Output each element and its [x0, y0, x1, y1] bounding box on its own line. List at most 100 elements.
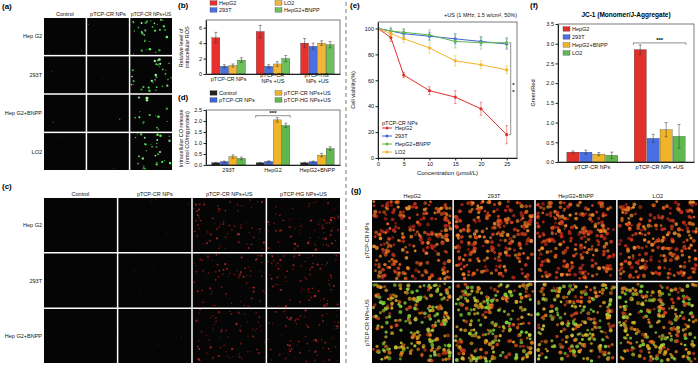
error-line [329, 146, 332, 147]
data-point [479, 107, 482, 110]
texture [275, 265, 277, 267]
texture [334, 322, 335, 323]
texture [630, 265, 634, 269]
marks [212, 118, 334, 165]
texture [338, 207, 339, 208]
error-bar [320, 41, 323, 46]
data-line [378, 28, 507, 42]
texture [143, 166, 144, 167]
texture [578, 270, 581, 273]
texture [193, 208, 194, 209]
texture [688, 234, 691, 237]
texture [168, 140, 171, 143]
tick-mark [556, 103, 559, 104]
texture [583, 235, 586, 238]
texture [330, 218, 332, 220]
texture [220, 209, 222, 211]
texture [181, 336, 182, 337]
error-line [320, 40, 323, 41]
texture [156, 127, 158, 129]
tick-mark [556, 162, 559, 163]
texture [230, 313, 232, 315]
tick-label: 1.5 [546, 100, 554, 106]
micrograph [44, 309, 117, 363]
texture [554, 254, 557, 257]
texture [73, 331, 74, 332]
texture [306, 324, 308, 326]
texture [197, 290, 199, 292]
column-label: Control [56, 11, 74, 17]
texture [247, 335, 248, 336]
texture [249, 275, 251, 277]
texture [225, 210, 226, 211]
texture [308, 205, 310, 207]
texture [219, 337, 220, 338]
texture [277, 284, 278, 285]
error-line [330, 42, 331, 48]
error-line [260, 162, 261, 164]
texture [144, 41, 145, 42]
texture [132, 258, 134, 260]
texture [138, 27, 140, 29]
micrograph [536, 200, 616, 281]
texture [207, 272, 209, 274]
legend-swatch [563, 51, 570, 56]
tick-label: 0.0 [194, 162, 202, 168]
texture [197, 224, 199, 226]
error-line [267, 162, 270, 163]
bar [301, 43, 309, 74]
texture [146, 97, 149, 100]
micrograph [130, 18, 172, 55]
texture [418, 262, 422, 266]
texture [407, 205, 411, 209]
texture [167, 78, 169, 80]
texture [210, 317, 211, 318]
axis: pTCP-CR NPspTCP-CR NPs +USpTCP-HG NPs +U… [207, 72, 341, 84]
texture [377, 275, 381, 279]
texture [584, 212, 587, 215]
texture [222, 274, 223, 275]
texture [551, 238, 554, 241]
texture [263, 242, 265, 244]
texture [88, 24, 89, 25]
texture [540, 269, 543, 272]
texture [380, 243, 383, 246]
micrograph [454, 200, 534, 281]
texture [216, 237, 218, 239]
texture [280, 289, 281, 290]
error-line [666, 123, 667, 137]
texture [442, 266, 446, 270]
texture [607, 208, 610, 211]
texture [323, 298, 325, 300]
micrograph-background [372, 200, 452, 281]
texture [338, 217, 340, 219]
texture [214, 223, 215, 224]
texture [134, 117, 136, 119]
error-line [480, 49, 483, 50]
axis-title: Relative level of intracellular ROS [178, 26, 190, 68]
texture [379, 255, 382, 258]
tick-label: 3.0 [546, 41, 554, 47]
legend-item: HepG2+BNPP [275, 7, 320, 13]
error-line [277, 118, 278, 122]
legend-swatch [382, 136, 392, 137]
texture [289, 318, 291, 320]
error-bar [320, 153, 323, 157]
texture [402, 210, 405, 213]
error-bar [240, 157, 243, 160]
texture [444, 228, 448, 232]
y-tick: 60 [368, 78, 378, 84]
legend-label: Control [219, 90, 237, 96]
y-tick: 2.5 [194, 107, 206, 113]
texture [261, 262, 262, 263]
texture [275, 311, 277, 313]
texture [262, 290, 264, 292]
texture [385, 229, 389, 233]
texture [486, 240, 490, 244]
texture [152, 81, 154, 83]
tick-mark [556, 24, 559, 25]
texture [323, 347, 324, 348]
texture [177, 300, 178, 301]
micrograph-background [130, 95, 172, 132]
texture [597, 266, 601, 270]
